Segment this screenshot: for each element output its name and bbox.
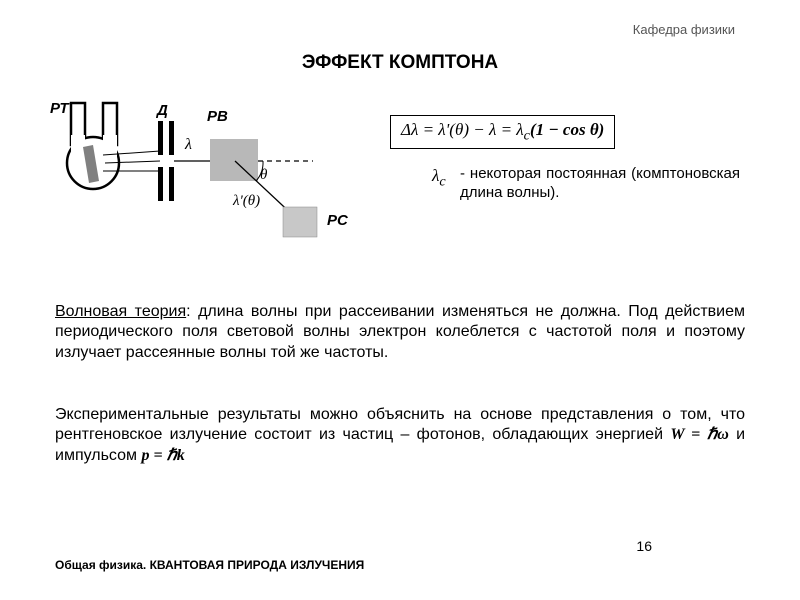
lambda-c-symbol: λc bbox=[432, 166, 446, 190]
wave-theory-paragraph: Волновая теория: длина волны при рассеив… bbox=[55, 302, 745, 363]
label-RT: РТ bbox=[50, 100, 70, 117]
formula-energy: W = ℏω bbox=[670, 426, 728, 443]
label-theta: θ bbox=[260, 167, 268, 183]
department-label: Кафедра физики bbox=[633, 22, 735, 37]
label-lambda-prime: λ'(θ) bbox=[232, 193, 260, 209]
wave-theory-label: Волновая теория bbox=[55, 303, 186, 320]
page-title: ЭФФЕКТ КОМПТОНА bbox=[0, 52, 800, 74]
equation: Δλ = λ'(θ) − λ = λc(1 − cos θ) bbox=[390, 115, 615, 149]
constant-explanation: - некоторая постоянная (комптоновская дл… bbox=[460, 165, 740, 203]
label-RS: РС bbox=[327, 212, 349, 229]
diagram-svg: РТ Д РВ РС λ θ λ'(θ) bbox=[45, 95, 355, 265]
detector bbox=[283, 207, 317, 237]
scatterer bbox=[210, 139, 258, 181]
experimental-paragraph: Экспериментальные результаты можно объяс… bbox=[55, 405, 745, 466]
equation-text: Δλ = λ'(θ) − λ = λ bbox=[401, 120, 524, 139]
diaphragm bbox=[158, 121, 174, 201]
label-lambda: λ bbox=[184, 136, 192, 153]
footer-text: Общая физика. КВАНТОВАЯ ПРИРОДА ИЗЛУЧЕНИ… bbox=[55, 558, 364, 572]
para2-before: Экспериментальные результаты можно объяс… bbox=[55, 406, 745, 443]
compton-diagram: РТ Д РВ РС λ θ λ'(θ) bbox=[45, 95, 355, 265]
page-number: 16 bbox=[636, 538, 652, 554]
label-D: Д bbox=[155, 102, 168, 119]
label-RV: РВ bbox=[207, 108, 228, 125]
equation-tail: (1 − cos θ) bbox=[530, 120, 604, 139]
lambda-c-sub: c bbox=[439, 173, 445, 189]
xray-tube bbox=[67, 103, 119, 189]
formula-momentum: p = ℏk bbox=[141, 447, 184, 464]
